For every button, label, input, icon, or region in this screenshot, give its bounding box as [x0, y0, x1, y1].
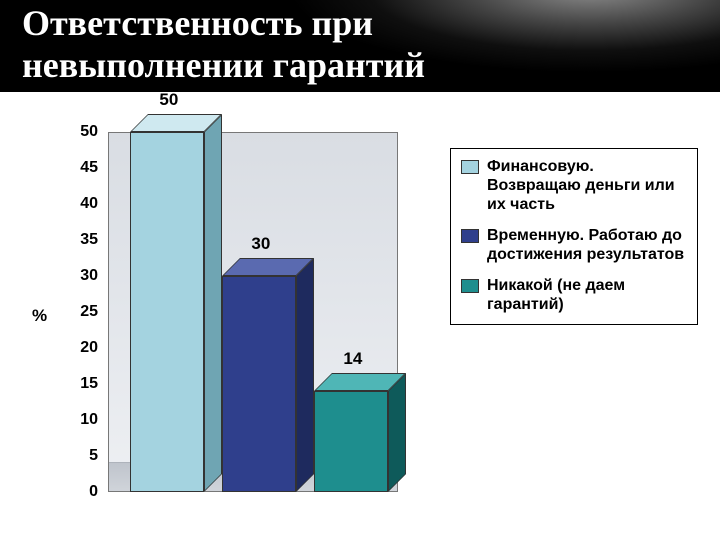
y-axis-label: % — [32, 306, 47, 326]
bar-front — [314, 391, 388, 492]
bar-front — [222, 276, 296, 492]
bar-value-label: 14 — [343, 349, 362, 369]
bar-front — [130, 132, 204, 492]
y-tick: 30 — [80, 267, 98, 285]
legend-item: Финансовую. Возвращаю деньги или их част… — [461, 157, 687, 214]
bar-value-label: 50 — [159, 90, 178, 110]
bars-layer: 503014 — [108, 132, 398, 492]
legend-item: Временную. Работаю до достижения результ… — [461, 226, 687, 264]
bar-side — [296, 258, 314, 492]
legend-swatch — [461, 160, 479, 174]
slide-title: Ответственность при невыполнении гаранти… — [22, 2, 425, 86]
y-tick: 15 — [80, 375, 98, 393]
bar-side — [388, 373, 406, 492]
bar: 14 — [314, 391, 388, 492]
bar: 30 — [222, 276, 296, 492]
bar-side — [204, 114, 222, 492]
y-axis-ticks: 50 45 40 35 30 25 20 15 10 5 0 — [58, 132, 104, 492]
legend-label: Никакой (не даем гарантий) — [487, 276, 687, 314]
legend: Финансовую. Возвращаю деньги или их част… — [450, 148, 698, 325]
y-tick: 45 — [80, 159, 98, 177]
y-tick: 20 — [80, 339, 98, 357]
legend-item: Никакой (не даем гарантий) — [461, 276, 687, 314]
legend-swatch — [461, 279, 479, 293]
y-tick: 25 — [80, 303, 98, 321]
y-tick: 50 — [80, 123, 98, 141]
y-tick: 0 — [89, 483, 98, 501]
legend-label: Временную. Работаю до достижения результ… — [487, 226, 687, 264]
bar: 50 — [130, 132, 204, 492]
y-tick: 35 — [80, 231, 98, 249]
legend-swatch — [461, 229, 479, 243]
bar-value-label: 30 — [251, 234, 270, 254]
bar-chart: 50 45 40 35 30 25 20 15 10 5 0 % 503014 … — [0, 92, 720, 540]
y-tick: 40 — [80, 195, 98, 213]
y-tick: 10 — [80, 411, 98, 429]
y-tick: 5 — [89, 447, 98, 465]
legend-label: Финансовую. Возвращаю деньги или их част… — [487, 157, 687, 214]
slide-header: Ответственность при невыполнении гаранти… — [0, 0, 720, 92]
